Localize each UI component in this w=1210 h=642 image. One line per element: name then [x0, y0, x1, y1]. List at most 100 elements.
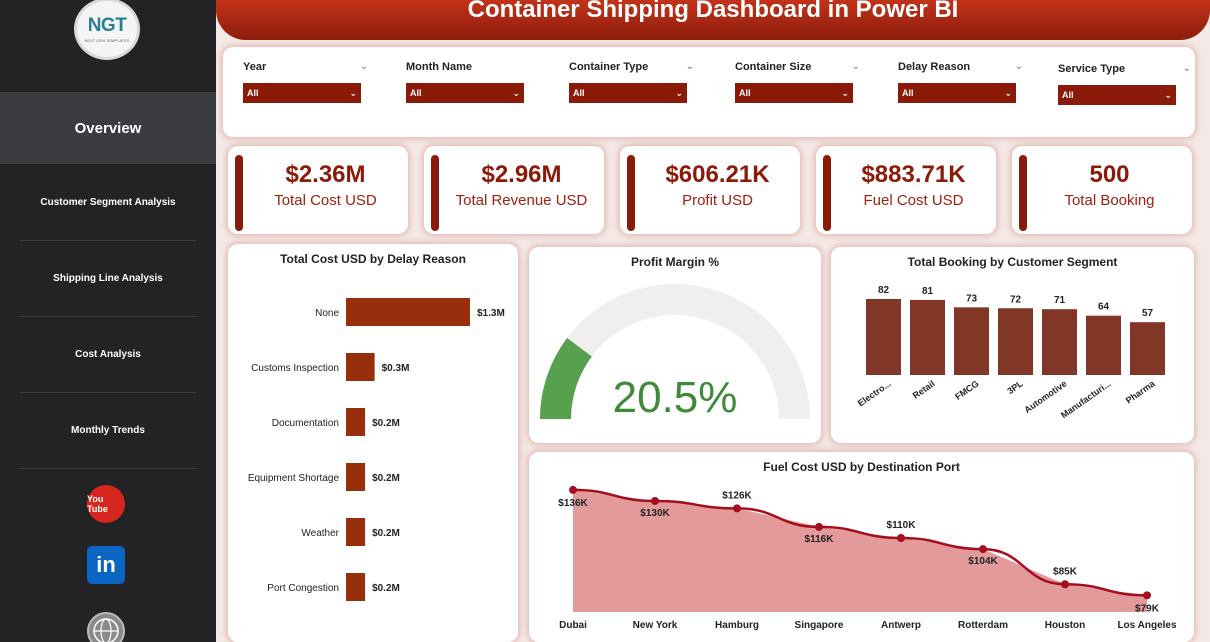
year-dropdown[interactable]: All ⌄: [243, 83, 361, 103]
segment-column[interactable]: [866, 299, 901, 375]
port-data-point[interactable]: [733, 504, 741, 513]
segment-column[interactable]: [998, 308, 1033, 375]
kpi-accent-bar: [823, 155, 831, 231]
nav-overview[interactable]: Overview: [0, 92, 216, 164]
chevron-down-icon[interactable]: ⌄: [1182, 63, 1191, 74]
gauge-fill: [540, 337, 592, 419]
kpi-accent-bar: [235, 155, 243, 231]
ngt-logo[interactable]: NGT NEXT GEN TEMPLATES: [74, 0, 140, 60]
port-value-label: $79K: [1135, 603, 1160, 614]
port-category-label: Dubai: [559, 620, 587, 631]
chart-cost-by-delay-reason: Total Cost USD by Delay Reason None $1.3M…: [228, 244, 518, 642]
kpi-fuel-cost: $883.71K Fuel Cost USD: [816, 146, 996, 234]
delay-reason-dropdown[interactable]: All ⌄: [898, 83, 1016, 103]
dropdown-value: All: [902, 88, 914, 98]
kpi-accent-bar: [627, 155, 635, 231]
kpi-total-cost: $2.36M Total Cost USD: [228, 146, 408, 234]
segment-column[interactable]: [1130, 322, 1165, 375]
filter-delay-reason: Delay Reason ⌄ All ⌄: [898, 61, 1023, 103]
segment-category-label: Pharma: [1124, 378, 1158, 406]
linkedin-icon[interactable]: in: [87, 546, 125, 584]
port-data-point[interactable]: [569, 485, 577, 494]
delay-bar[interactable]: [346, 408, 366, 436]
kpi-total-booking: 500 Total Booking: [1012, 146, 1192, 234]
port-data-point[interactable]: [1143, 591, 1151, 600]
chevron-down-icon[interactable]: ⌄: [851, 61, 860, 72]
port-data-point[interactable]: [897, 534, 905, 542]
container-size-dropdown[interactable]: All ⌄: [735, 83, 853, 103]
segment-category-label: Electro...: [856, 378, 893, 408]
dropdown-value: All: [1062, 90, 1074, 100]
chart-title: Profit Margin %: [630, 255, 719, 269]
delay-bar-label: $0.2M: [372, 418, 400, 429]
filter-label: Container Size: [735, 61, 812, 73]
delay-category-label: Weather: [301, 528, 339, 539]
chevron-down-icon[interactable]: ⌄: [685, 61, 694, 72]
port-category-label: Houston: [1045, 620, 1086, 631]
segment-column[interactable]: [1086, 315, 1121, 375]
area-line: [572, 488, 1148, 597]
filter-label: Container Type: [569, 61, 649, 73]
segment-column[interactable]: [954, 307, 989, 375]
port-data-point[interactable]: [979, 545, 987, 554]
delay-bar-label: $1.3M: [477, 308, 505, 319]
nav-customer-segment-analysis[interactable]: Customer Segment Analysis: [20, 165, 196, 241]
delay-category-label: Port Congestion: [267, 583, 339, 594]
chart-profit-margin: Profit Margin % 20.5%: [529, 247, 821, 443]
segment-column[interactable]: [910, 299, 945, 375]
chart-booking-by-segment: Total Booking by Customer Segment 82 Elec…: [831, 247, 1194, 443]
filter-service-type: Service Type ⌄ All ⌄: [1058, 63, 1191, 105]
segment-value-label: 82: [878, 285, 890, 296]
port-data-point[interactable]: [1061, 580, 1069, 589]
area-fill: [573, 489, 1147, 612]
delay-category-label: None: [315, 308, 339, 319]
kpi-label: Profit USD: [682, 192, 753, 209]
delay-bar[interactable]: [346, 463, 366, 491]
port-value-label: $136K: [558, 498, 588, 509]
segment-category-label: 3PL: [1005, 378, 1025, 396]
port-value-label: $130K: [640, 508, 670, 519]
chart-fuel-cost-by-port: Fuel Cost USD by Destination Port $136K D…: [529, 452, 1194, 642]
segment-value-label: 57: [1142, 308, 1154, 319]
youtube-icon[interactable]: You Tube: [87, 485, 125, 523]
port-area-chart-svg: $136K Dubai $130K New York $126K Hamburg $116K…: [558, 485, 1177, 631]
kpi-value: $2.96M: [481, 161, 562, 188]
filter-panel: Year ⌄ All ⌄ Month Name All ⌄ Container Ty…: [223, 47, 1195, 137]
filter-year: Year ⌄ All ⌄: [243, 61, 368, 103]
sidebar: NGT NEXT GEN TEMPLATES Overview Customer…: [0, 0, 216, 642]
kpi-label: Total Revenue USD: [455, 192, 588, 209]
segment-value-label: 71: [1054, 295, 1066, 306]
kpi-accent-bar: [1019, 155, 1027, 231]
website-globe-icon[interactable]: [87, 612, 125, 642]
nav-shipping-line-analysis[interactable]: Shipping Line Analysis: [20, 241, 196, 317]
delay-bar-label: $0.2M: [372, 583, 400, 594]
chevron-down-icon[interactable]: ⌄: [359, 61, 368, 72]
delay-category-label: Equipment Shortage: [248, 473, 340, 484]
dropdown-value: All: [739, 88, 751, 98]
title-bar: Container Shipping Dashboard in Power BI: [216, 0, 1210, 40]
service-type-dropdown[interactable]: All ⌄: [1058, 85, 1176, 105]
globe-icon: [93, 618, 119, 642]
month-name-dropdown[interactable]: All ⌄: [406, 83, 524, 103]
nav-cost-analysis[interactable]: Cost Analysis: [20, 317, 196, 393]
container-type-dropdown[interactable]: All ⌄: [569, 83, 687, 103]
chart-title: Total Booking by Customer Segment: [907, 255, 1118, 269]
port-data-point[interactable]: [651, 497, 659, 505]
kpi-total-revenue: $2.96M Total Revenue USD: [424, 146, 604, 234]
chevron-down-icon: ⌄: [349, 87, 357, 98]
port-data-point[interactable]: [815, 522, 823, 531]
segment-column[interactable]: [1042, 309, 1077, 375]
delay-bar[interactable]: [346, 353, 375, 381]
port-category-label: New York: [633, 620, 678, 631]
segment-category-label: FMCG: [953, 378, 980, 401]
profit-margin-gauge-svg: 20.5%: [540, 284, 810, 422]
delay-bar[interactable]: [346, 573, 366, 601]
dropdown-value: All: [573, 88, 585, 98]
chevron-down-icon[interactable]: ⌄: [1014, 61, 1023, 72]
delay-bar[interactable]: [346, 298, 470, 326]
kpi-label: Fuel Cost USD: [863, 192, 964, 209]
nav-monthly-trends[interactable]: Monthly Trends: [20, 393, 196, 469]
delay-bar[interactable]: [346, 518, 366, 546]
port-value-label: $116K: [805, 534, 835, 545]
chevron-down-icon: ⌄: [1164, 89, 1172, 100]
